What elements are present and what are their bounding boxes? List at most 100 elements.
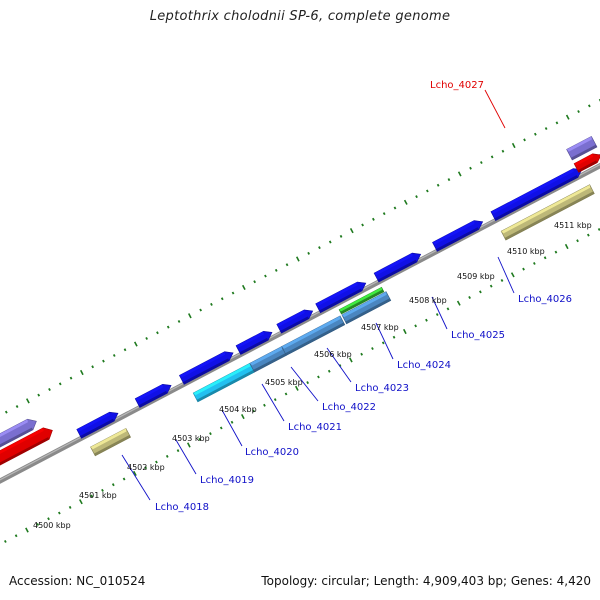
feature-cds-4021-upper[interactable]	[235, 330, 273, 355]
feature-cds-4020-upper[interactable]	[178, 351, 234, 385]
outer-tick	[91, 365, 95, 369]
feature-cds-4019-upper-body	[134, 383, 172, 408]
feature-4027-purple-bevel	[566, 136, 592, 152]
feature-4022-steelblue[interactable]	[281, 315, 346, 356]
gene-label-link[interactable]: Lcho_4024	[397, 360, 451, 371]
gene-label-link[interactable]: Lcho_4023	[355, 383, 409, 394]
leader-line	[497, 256, 515, 294]
inner-tick	[381, 341, 385, 345]
outer-tick	[339, 234, 343, 238]
outer-tick	[523, 138, 526, 142]
feature-cds-4022-upper[interactable]	[276, 309, 314, 334]
outer-tick	[447, 178, 451, 182]
feature-cds-4019-upper-bevel	[135, 384, 164, 401]
kbp-labels: 4500 kbp 4501 kbp 4502 kbp 4503 kbp 4504 kbp…	[33, 221, 592, 530]
outer-tick	[457, 171, 462, 177]
feature-red-left-shade	[0, 437, 50, 466]
feature-cds-4024-upper-body	[373, 252, 422, 283]
feature-cds-4026-upper-shade	[494, 175, 578, 221]
feature-4018-khaki-bevel	[90, 428, 127, 450]
feature-4020-cyan[interactable]	[192, 362, 255, 403]
feature-4027-red-bevel	[574, 153, 594, 166]
feature-cds-4023-upper[interactable]	[315, 281, 367, 314]
inner-tick	[186, 442, 191, 448]
feature-4023-steelblue-shade	[345, 298, 391, 324]
inner-tick	[219, 426, 223, 430]
feature-4027-purple-shade	[571, 144, 597, 160]
outer-tick	[210, 302, 213, 306]
feature-4022-steelblue-bevel	[281, 315, 341, 349]
feature-4027-red[interactable]	[573, 153, 600, 173]
inner-tick	[468, 295, 471, 300]
feature-4023-steelblue-bevel	[341, 291, 387, 318]
inner-tick	[564, 243, 569, 250]
outer-tick	[501, 149, 505, 153]
outer-tick	[15, 405, 19, 409]
inner-tick	[4, 539, 7, 543]
feature-cds-4018-upper-bevel	[76, 412, 110, 432]
gene-label-link[interactable]: Lcho_4019	[200, 475, 254, 486]
gene-label-link[interactable]: Lcho_4026	[518, 294, 572, 305]
inner-tick	[456, 300, 461, 306]
feature-cds-4019-upper[interactable]	[134, 383, 172, 408]
gene-label-link[interactable]: Lcho_4025	[451, 330, 505, 341]
feature-4021-steelblue[interactable]	[249, 346, 287, 373]
outer-tick	[361, 223, 364, 227]
feature-cds-4018-upper[interactable]	[76, 411, 119, 439]
feature-cds-4024-upper[interactable]	[373, 252, 422, 283]
kbp-label: 4504 kbp	[219, 405, 257, 414]
outer-tick	[231, 291, 235, 295]
feature-cds-4018-upper-shade	[80, 418, 115, 439]
gene-label-link[interactable]: Lcho_4018	[155, 502, 209, 513]
leader-line	[290, 366, 319, 402]
genome-stats-label: Topology: circular; Length: 4,909,403 bp…	[261, 574, 591, 588]
kbp-label: 4502 kbp	[127, 463, 165, 472]
feature-4021-steelblue-bevel	[249, 346, 283, 366]
gene-label-link[interactable]: Lcho_4021	[288, 422, 342, 433]
inner-tick	[14, 534, 18, 538]
gene-label-link[interactable]: Lcho_4020	[245, 447, 299, 458]
outer-tick	[565, 114, 570, 120]
gene-label-link[interactable]: Lcho_4027	[430, 80, 484, 91]
feature-4023-green[interactable]	[338, 286, 385, 315]
outer-tick	[403, 199, 408, 205]
inner-tick	[165, 454, 169, 458]
feature-4027-purple[interactable]	[566, 135, 598, 161]
outer-tick	[511, 142, 516, 149]
inner-tick	[554, 250, 558, 254]
page-title: Leptothrix cholodnii SP-6, complete geno…	[149, 9, 451, 24]
outer-tick	[156, 331, 159, 335]
inner-tick	[446, 307, 450, 311]
feature-red-left[interactable]	[0, 427, 53, 483]
outer-tick	[37, 393, 41, 397]
inner-tick	[240, 414, 245, 420]
inner-tick	[402, 328, 407, 335]
gene-labels[interactable]: Lcho_4018 Lcho_4019 Lcho_4020 Lcho_4021 Lcho…	[155, 80, 572, 513]
outer-tick	[318, 246, 321, 250]
feature-cds-4025-upper[interactable]	[432, 220, 484, 252]
inner-tick	[25, 527, 29, 533]
leader-line	[261, 383, 285, 422]
feature-red-left-bevel	[0, 427, 44, 454]
feature-4018-khaki[interactable]	[90, 427, 132, 457]
feature-4023-steelblue[interactable]	[341, 291, 392, 325]
leader-line	[121, 454, 151, 501]
inner-tick	[543, 256, 547, 260]
outer-tick	[307, 251, 310, 255]
gene-label-link[interactable]: Lcho_4022	[322, 402, 376, 413]
feature-4026-khaki[interactable]	[500, 184, 595, 241]
leader-line	[221, 409, 243, 447]
feature-cds-4024-upper-bevel	[374, 253, 413, 276]
outer-tick	[544, 127, 548, 131]
feature-cds-4026-upper[interactable]	[490, 168, 583, 222]
inner-tick	[58, 511, 61, 515]
inner-tick	[576, 239, 579, 243]
inner-tick	[78, 499, 83, 505]
outer-tick	[102, 359, 105, 363]
inner-tick	[198, 437, 201, 441]
feature-cds-4018-upper-body	[76, 411, 119, 439]
feature-cds-4020-upper-bevel	[179, 351, 226, 378]
feature-purple-left[interactable]	[0, 418, 37, 464]
